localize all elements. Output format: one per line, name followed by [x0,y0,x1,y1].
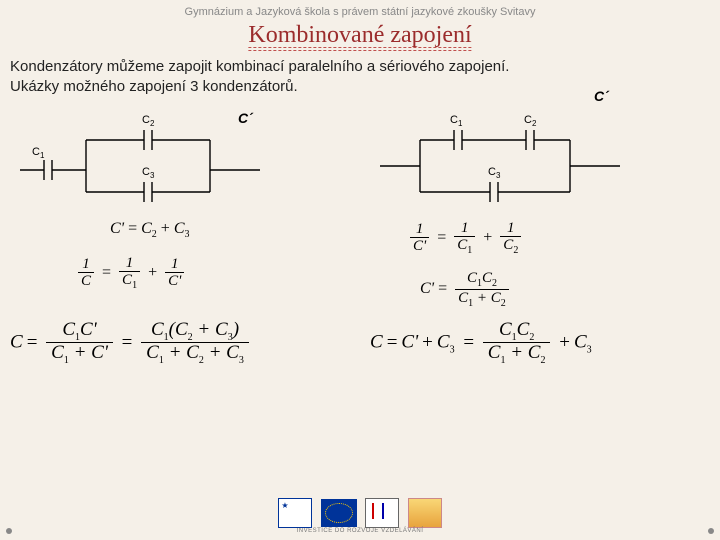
label-c2-left: C2 [142,114,154,128]
label-cprime-right: C´ [594,88,609,104]
label-c3-left: C3 [142,166,154,180]
footer-logos: INVESTICE DO ROZVOJE VZDĚLÁVÁNÍ [0,498,720,534]
logo-eu [321,499,357,527]
label-cprime-left: C´ [238,110,253,126]
formula-series-right: 1C' = 1C1 + 1C2 [410,220,521,257]
diagrams-area: C1 C2 C3 C´ [0,100,720,220]
label-c2-right: C2 [524,114,536,128]
label-c1-right: C1 [450,114,462,128]
footer-caption: INVESTICE DO ROZVOJE VZDĚLÁVÁNÍ [0,528,720,534]
corner-dot-bl [6,528,12,534]
logo-opvk [408,498,442,528]
label-c1-left: C1 [32,146,44,160]
header-text: Gymnázium a Jazyková škola s právem stát… [0,0,720,18]
circuit-right: C1 C2 C3 C´ [380,100,630,210]
formula-cprime-sum: C'=C2+C3 [110,220,190,240]
formula-cprime-product: C'= C1C2C1 + C2 [420,270,509,309]
logo-esf [278,498,312,528]
logo-msmt [365,498,399,528]
label-c3-right: C3 [488,166,500,180]
body-line-2: Ukázky možného zapojení 3 kondenzátorů. [10,78,298,95]
circuit-right-svg [380,100,630,210]
page-title: Kombinované zapojení [248,22,471,49]
formulas-area: C'=C2+C3 1C = 1C1 + 1C' C= C1C'C1 + C' =… [0,220,720,430]
formula-result-right: C=C'+C3 = C1C2C1 + C2 +C3 [370,320,592,367]
corner-dot-br [708,528,714,534]
formula-result-left: C= C1C'C1 + C' = C1(C2 + C3)C1 + C2 + C3 [10,320,249,367]
circuit-left: C1 C2 C3 C´ [20,100,270,210]
formula-series-left: 1C = 1C1 + 1C' [78,255,184,292]
body-line-1: Kondenzátory můžeme zapojit kombinací pa… [10,58,509,75]
